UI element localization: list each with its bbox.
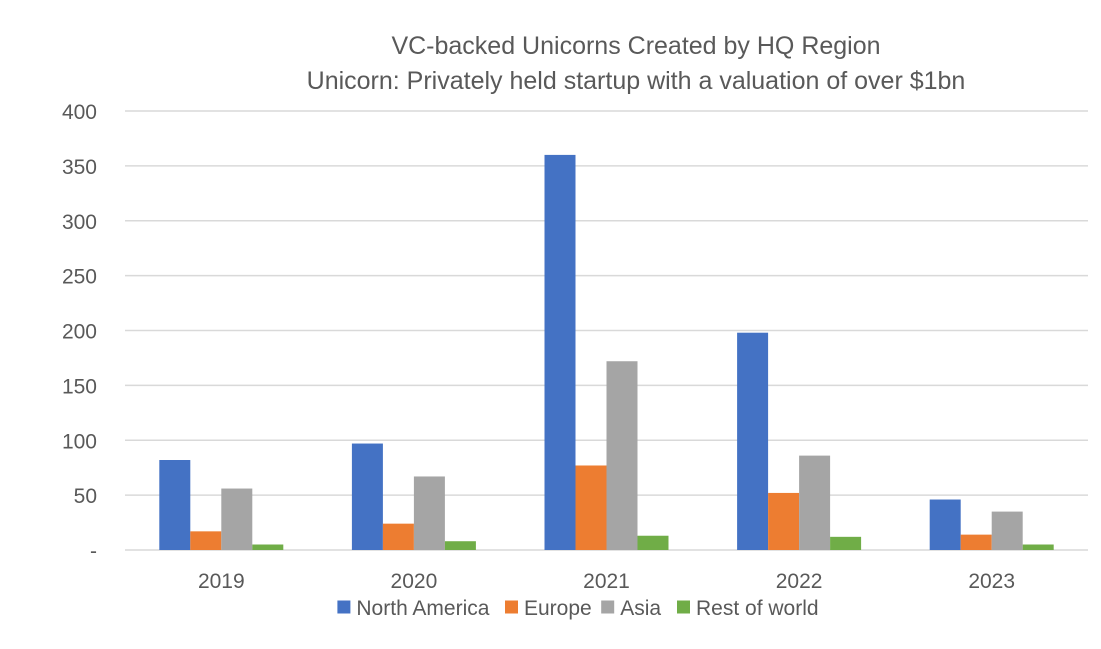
bar-asia-2021 [606, 361, 638, 550]
bars [159, 154, 1054, 550]
legend-label: Europe [524, 597, 592, 620]
bar-north-america-2022 [737, 332, 769, 550]
legend-item-asia: Asia [601, 597, 661, 620]
gridlines [125, 110, 1088, 551]
x-tick-label: 2023 [968, 570, 1015, 593]
legend-label: Asia [620, 597, 661, 620]
bar-europe-2023 [960, 534, 992, 550]
y-tick-label: 100 [62, 430, 97, 453]
bar-asia-2022 [799, 455, 831, 550]
bar-rest-of-world-2021 [637, 535, 669, 550]
y-tick-label: 200 [62, 321, 97, 344]
legend-item-rest-of-world: Rest of world [677, 597, 819, 620]
legend-label: Rest of world [696, 597, 819, 620]
bar-rest-of-world-2022 [830, 536, 862, 550]
x-tick-label: 2020 [391, 570, 438, 593]
x-tick-label: 2022 [776, 570, 823, 593]
bar-asia-2019 [221, 488, 253, 550]
legend-swatch [505, 600, 518, 614]
y-tick-label: 350 [62, 156, 97, 179]
legend-label: North America [356, 597, 489, 620]
bar-asia-2020 [413, 476, 445, 550]
y-tick-label: 400 [62, 101, 97, 124]
y-tick-label: 150 [62, 375, 97, 398]
x-axis-tick-labels: 2019 2020 2021 2022 2023 [198, 570, 1015, 593]
bar-north-america-2020 [351, 443, 383, 550]
legend-item-europe: Europe [505, 597, 592, 620]
legend: North America Europe Asia Rest of world [337, 597, 819, 620]
bar-rest-of-world-2020 [444, 541, 476, 550]
bar-europe-2019 [190, 531, 222, 550]
bar-rest-of-world-2023 [1022, 544, 1054, 550]
bar-north-america-2019 [159, 460, 191, 550]
legend-swatch [601, 600, 615, 614]
chart-title: VC-backed Unicorns Created by HQ Region [391, 32, 880, 60]
y-tick-label: - [90, 540, 97, 563]
y-axis-tick-labels: - 50 100 150 200 250 300 350 400 [62, 101, 97, 563]
bar-north-america-2023 [929, 499, 961, 550]
x-tick-label: 2021 [583, 570, 630, 593]
bar-europe-2022 [768, 492, 800, 550]
y-tick-label: 250 [62, 266, 97, 289]
legend-swatch [337, 600, 351, 614]
bar-europe-2021 [575, 465, 607, 550]
y-tick-label: 50 [74, 485, 97, 508]
chart-subtitle: Unicorn: Privately held startup with a v… [307, 67, 966, 95]
bar-north-america-2021 [544, 154, 576, 550]
legend-swatch [677, 600, 690, 614]
legend-item-north-america: North America [337, 597, 490, 620]
y-tick-label: 300 [62, 211, 97, 234]
bar-europe-2020 [382, 523, 414, 550]
bar-rest-of-world-2019 [252, 544, 284, 550]
x-tick-label: 2019 [198, 570, 245, 593]
bar-asia-2023 [991, 511, 1023, 550]
